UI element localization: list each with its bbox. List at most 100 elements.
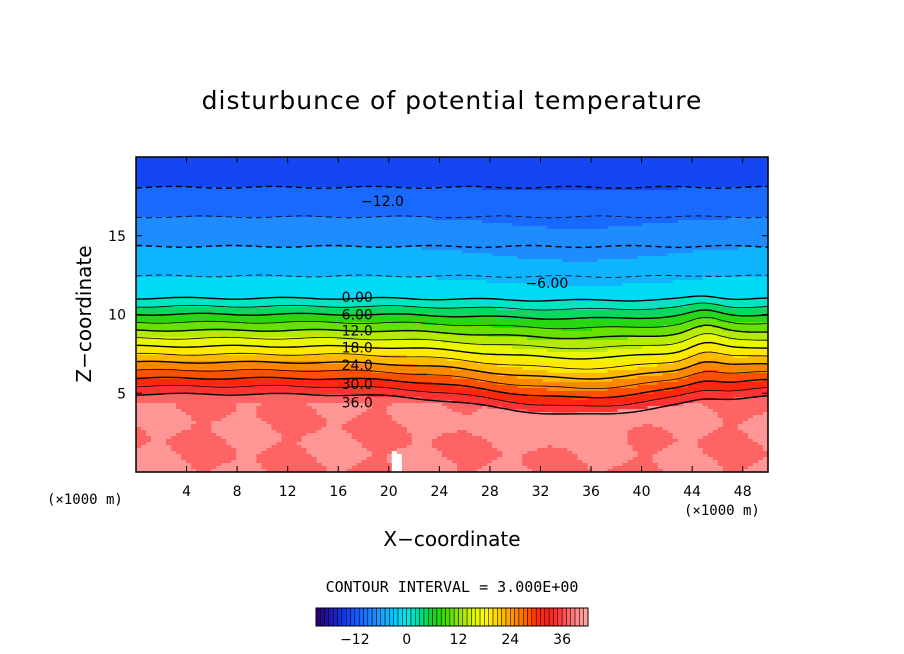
contour-lines — [135, 185, 769, 415]
x-tick-label: 4 — [182, 484, 191, 500]
x-axis-ticks: 4 8 12 16 20 24 28 32 36 40 44 48 — [182, 157, 752, 500]
y-axis-ticks: 5 10 15 — [108, 229, 768, 402]
colorbar-cell — [397, 607, 403, 627]
colorbar-cell — [415, 607, 420, 627]
colorbar-cell — [358, 607, 364, 627]
colorbar-cell — [341, 607, 347, 627]
colorbar-cell — [419, 607, 425, 627]
colorbar-cell — [406, 607, 412, 627]
colorbar-cell — [531, 607, 537, 627]
colorbar-cell — [449, 607, 455, 627]
x-tick-label: 20 — [380, 484, 398, 500]
contour-label: 0.00 — [342, 290, 373, 306]
contour-label: −6.00 — [525, 276, 568, 292]
y-tick-label: 15 — [108, 229, 126, 245]
colorbar-cell — [484, 607, 489, 627]
colorbar: −12 0 12 24 36 — [315, 607, 589, 648]
colorbar-cell — [324, 607, 330, 627]
colorbar-cell — [527, 607, 533, 627]
colorbar-tick-label: 12 — [450, 632, 468, 648]
x-tick-label: 36 — [582, 484, 600, 500]
colorbar-cell — [315, 607, 321, 627]
contour-label: 24.0 — [342, 358, 373, 374]
colorbar-cell — [548, 607, 554, 627]
y-tick-label: 5 — [117, 386, 126, 402]
colorbar-cell — [432, 607, 438, 627]
colorbar-cell — [497, 607, 502, 627]
colorbar-cell — [389, 607, 394, 627]
colorbar-cell — [553, 607, 559, 627]
colorbar-cell — [540, 607, 546, 627]
colorbar-cell — [453, 607, 459, 627]
colorbar-cell — [333, 607, 338, 627]
colorbar-cell — [345, 607, 351, 627]
colorbar-cell — [514, 607, 520, 627]
x-tick-label: 44 — [683, 484, 701, 500]
contour-label: 30.0 — [342, 377, 373, 393]
x-tick-label: 24 — [430, 484, 448, 500]
colorbar-cell — [579, 607, 584, 627]
colorbar-cell — [501, 607, 507, 627]
colorbar-cell — [544, 607, 550, 627]
colorbar-tick-label: 0 — [402, 632, 411, 648]
colorbar-cell — [337, 607, 343, 627]
colorbar-cell — [354, 607, 360, 627]
x-unit-left: (×1000 m) — [47, 492, 123, 508]
colorbar-cell — [328, 607, 334, 627]
x-tick-label: 32 — [532, 484, 550, 500]
colorbar-cell — [510, 607, 515, 627]
colorbar-cell — [466, 607, 472, 627]
colorbar-cell — [492, 607, 498, 627]
colorbar-cell — [570, 607, 576, 627]
colorbar-cell — [557, 607, 563, 627]
colorbar-cell — [471, 607, 476, 627]
x-tick-label: 8 — [233, 484, 242, 500]
x-tick-label: 48 — [734, 484, 752, 500]
contour-label: 6.00 — [342, 308, 373, 324]
colorbar-cell — [535, 607, 541, 627]
y-tick-label: 10 — [108, 308, 126, 324]
colorbar-cell — [440, 607, 446, 627]
chart-title: disturbunce of potential temperature — [201, 86, 703, 115]
colorbar-cell — [574, 607, 580, 627]
contour-label: 18.0 — [342, 341, 373, 357]
x-axis-label: X−coordinate — [383, 527, 521, 551]
colorbar-cell — [566, 607, 571, 627]
colorbar-cell — [479, 607, 485, 627]
contour-label: 36.0 — [342, 396, 373, 412]
colorbar-cell — [384, 607, 390, 627]
contour-interval-label: CONTOUR INTERVAL = 3.000E+00 — [325, 578, 579, 596]
x-tick-label: 16 — [329, 484, 347, 500]
contour-label: −12.0 — [361, 194, 404, 210]
colorbar-cell — [363, 607, 369, 627]
colorbar-cell — [367, 607, 373, 627]
colorbar-cell — [376, 607, 382, 627]
colorbar-cell — [522, 607, 528, 627]
colorbar-cell — [505, 607, 511, 627]
colorbar-cell — [350, 607, 356, 627]
colorbar-cell — [402, 607, 407, 627]
colorbar-cell — [445, 607, 451, 627]
colorbar-tick-label: 36 — [553, 632, 571, 648]
x-unit-right: (×1000 m) — [684, 503, 760, 519]
colorbar-tick-label: 24 — [501, 632, 519, 648]
x-tick-label: 12 — [279, 484, 297, 500]
colorbar-frame — [315, 607, 589, 627]
colorbar-cell — [475, 607, 481, 627]
x-tick-label: 28 — [481, 484, 499, 500]
colorbar-cell — [410, 607, 416, 627]
colorbar-cell — [320, 607, 325, 627]
colorbar-cell — [428, 607, 433, 627]
colorbar-cell — [458, 607, 464, 627]
colorbar-cell — [423, 607, 429, 627]
colorbar-cell — [488, 607, 494, 627]
colorbar-cell — [583, 607, 589, 627]
colorbar-cell — [436, 607, 442, 627]
colorbar-cell — [371, 607, 377, 627]
colorbar-cell — [518, 607, 524, 627]
colorbar-cell — [380, 607, 386, 627]
colorbar-tick-label: −12 — [340, 632, 370, 648]
colorbar-cell — [393, 607, 399, 627]
